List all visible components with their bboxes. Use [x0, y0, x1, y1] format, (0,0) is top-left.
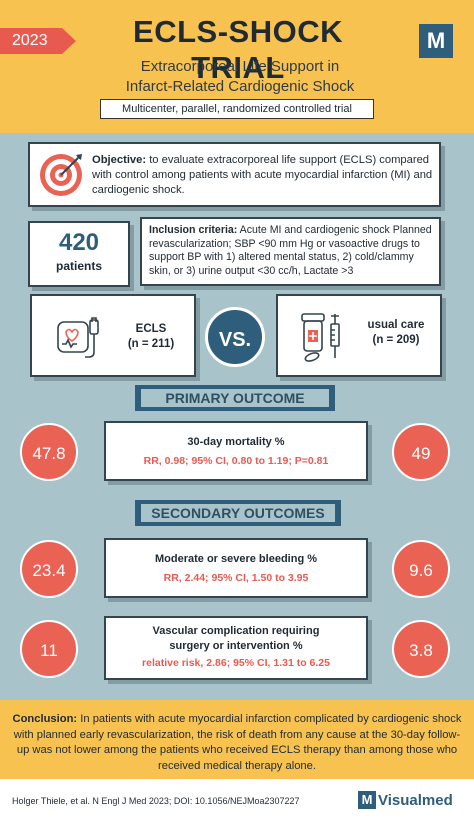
secondary-outcomes-heading: SECONDARY OUTCOMES: [135, 500, 341, 526]
primary-care-value: 49: [392, 423, 450, 481]
objective-card: Objective: to evaluate extracorporeal li…: [28, 142, 441, 207]
conclusion-label: Conclusion:: [12, 713, 78, 725]
target-icon: [40, 154, 82, 196]
objective-label: Objective:: [92, 154, 147, 166]
subtitle-line-1: Extracorporeal Life Support in: [140, 58, 340, 75]
ecls-n: (n = 211): [127, 338, 175, 350]
primary-outcome-stat: RR, 0.98; 95% CI, 0.80 to 1.19; P=0.81: [143, 455, 329, 467]
objective-text: Objective: to evaluate extracorporeal li…: [92, 153, 434, 198]
primary-outcome-card: 30-day mortality % RR, 0.98; 95% CI, 0.8…: [104, 421, 368, 481]
subtitle-line-2: Infarct-Related Cardiogenic Shock: [125, 78, 355, 95]
primary-outcome-title: 30-day mortality %: [187, 436, 285, 448]
vascular-ecls-value: 11: [20, 620, 78, 678]
bleeding-outcome-card: Moderate or severe bleeding % RR, 2.44; …: [104, 538, 368, 598]
year-tag: 2023: [0, 28, 76, 54]
vascular-outcome-title-2: surgery or intervention %: [169, 640, 303, 652]
ecls-arm-label: ECLS (n = 211): [116, 322, 186, 352]
objective-body: to evaluate extracorporeal life support …: [92, 154, 433, 196]
usual-care-n: (n = 209): [372, 334, 420, 346]
visualmed-brand: M Visualmed: [358, 791, 453, 813]
vascular-outcome-title: Vascular complication requiring: [152, 625, 320, 637]
trial-design-badge: Multicenter, parallel, randomized contro…: [100, 99, 374, 119]
bleeding-outcome-title: Moderate or severe bleeding %: [155, 553, 317, 565]
conclusion-text: Conclusion: In patients with acute myoca…: [10, 712, 464, 774]
visualmed-logo-icon: M: [419, 24, 453, 58]
patients-card: 420 patients: [28, 221, 130, 287]
usual-care-arm-card: usual care (n = 209): [276, 294, 442, 377]
header-banner: 2023 ECLS-SHOCK TRIAL Extracorporeal Lif…: [0, 0, 474, 133]
primary-outcome-heading-text: PRIMARY OUTCOME: [141, 389, 329, 407]
primary-outcome-heading: PRIMARY OUTCOME: [135, 385, 335, 411]
visualmed-wordmark: Visualmed: [378, 791, 453, 809]
citation: Holger Thiele, et al. N Engl J Med 2023;…: [12, 796, 300, 806]
patient-count: 420: [58, 229, 100, 256]
visualmed-m-icon: M: [358, 791, 376, 809]
vs-badge: VS.: [205, 307, 265, 367]
patient-label: patients: [55, 259, 102, 273]
usual-care-name: usual care: [367, 319, 425, 331]
conclusion-body: In patients with acute myocardial infarc…: [13, 713, 462, 772]
trial-title: ECLS-SHOCK TRIAL: [133, 14, 343, 85]
ecls-arm-card: ECLS (n = 211): [30, 294, 196, 377]
vascular-outcome-card: Vascular complication requiring surgery …: [104, 616, 368, 680]
bleeding-ecls-value: 23.4: [20, 540, 78, 598]
vascular-outcome-stat: relative risk, 2.86; 95% CI, 1.31 to 6.2…: [142, 657, 330, 669]
bleeding-outcome-stat: RR, 2.44; 95% CI, 1.50 to 3.95: [163, 572, 309, 584]
primary-ecls-value: 47.8: [20, 423, 78, 481]
usual-care-arm-label: usual care (n = 209): [356, 318, 436, 348]
ecls-name: ECLS: [135, 323, 167, 335]
ecls-machine-icon: [57, 317, 99, 358]
medication-syringe-icon: [301, 313, 340, 362]
conclusion-banner: Conclusion: In patients with acute myoca…: [0, 700, 474, 779]
trial-subtitle: Extracorporeal Life Support in Infarct-R…: [80, 57, 400, 97]
footer: Holger Thiele, et al. N Engl J Med 2023;…: [0, 779, 474, 822]
inclusion-body: Acute MI and cardiogenic shock Planned r…: [149, 224, 432, 277]
inclusion-card: Inclusion criteria: Acute MI and cardiog…: [140, 217, 441, 286]
inclusion-label: Inclusion criteria:: [149, 224, 238, 236]
vascular-care-value: 3.8: [392, 620, 450, 678]
inclusion-text: Inclusion criteria: Acute MI and cardiog…: [149, 224, 437, 278]
bleeding-care-value: 9.6: [392, 540, 450, 598]
secondary-outcomes-heading-text: SECONDARY OUTCOMES: [141, 504, 335, 522]
